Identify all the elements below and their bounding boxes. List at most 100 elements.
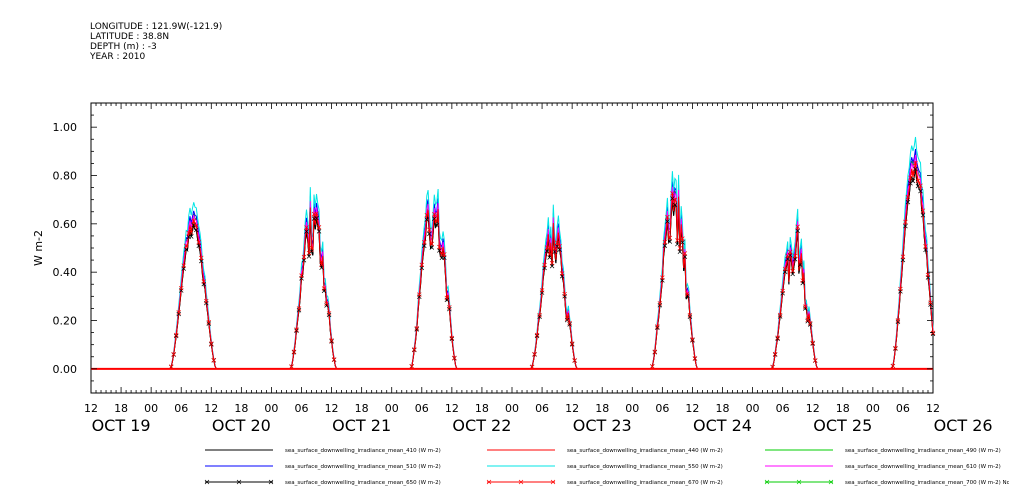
series-marker-7	[547, 251, 552, 257]
series-marker-7	[437, 244, 442, 250]
series-marker-6	[895, 319, 901, 324]
series-marker-6	[665, 219, 670, 224]
legend-label-5: sea_surface_downwelling_irradiance_mean_…	[845, 464, 1001, 470]
series-marker-7	[810, 340, 815, 346]
series-marker-7	[685, 291, 690, 296]
series-marker-7	[895, 318, 901, 323]
series-marker-7	[925, 272, 931, 278]
day-label: OCT 22	[452, 416, 511, 435]
legend-marker-7	[550, 479, 556, 485]
series-marker-6	[183, 247, 189, 252]
series-marker-6	[670, 196, 675, 201]
series-marker-7	[572, 358, 577, 363]
series-marker-6	[427, 231, 432, 237]
series-marker-6	[547, 255, 552, 260]
x-tick-label: 12	[204, 402, 218, 415]
x-tick-label: 06	[174, 402, 188, 415]
series-marker-6	[449, 336, 455, 342]
series-marker-6	[442, 255, 447, 260]
series-marker-6	[534, 333, 540, 339]
x-tick-label: 18	[836, 402, 850, 415]
series-marker-6	[923, 247, 928, 253]
series-marker-7	[201, 279, 207, 284]
series-marker-7	[296, 306, 302, 311]
series-marker-6	[412, 347, 417, 353]
series-marker-7	[309, 245, 314, 251]
series-marker-7	[434, 218, 440, 224]
x-tick-label: 06	[655, 402, 669, 415]
series-marker-6	[326, 312, 332, 318]
series-marker-7	[299, 273, 304, 278]
series-marker-7	[316, 224, 322, 230]
x-tick-label: 00	[866, 402, 880, 415]
series-marker-7	[567, 320, 572, 326]
legend-label-6: sea_surface_downwelling_irradiance_mean_…	[285, 480, 441, 486]
series-marker-6	[294, 328, 299, 334]
series-marker-7	[562, 291, 567, 297]
series-marker-7	[449, 335, 455, 341]
series-marker-6	[667, 239, 673, 244]
series-marker-7	[444, 295, 450, 301]
series-marker-6	[194, 227, 199, 233]
series-marker-7	[923, 244, 928, 249]
series-marker-6	[569, 342, 575, 347]
series-marker-7	[324, 301, 329, 306]
series-marker-7	[797, 259, 803, 264]
series-marker-7	[414, 325, 420, 331]
series-marker-6	[910, 178, 916, 184]
series-marker-7	[905, 194, 911, 200]
legend-marker-6	[268, 479, 274, 485]
x-tick-label: 00	[625, 402, 639, 415]
series-marker-6	[316, 229, 322, 234]
x-tick-label: 12	[685, 402, 699, 415]
series-marker-6	[429, 245, 435, 250]
series-marker-6	[296, 307, 302, 313]
series-marker-7	[559, 271, 565, 276]
series-marker-7	[194, 223, 199, 229]
series-marker-6	[913, 166, 918, 172]
x-tick-label: 12	[325, 402, 339, 415]
series-marker-6	[434, 223, 440, 228]
series-marker-7	[662, 239, 668, 245]
day-label: OCT 19	[92, 416, 151, 435]
series-marker-7	[672, 197, 678, 203]
series-marker-7	[329, 338, 334, 343]
series-marker-7	[690, 337, 695, 342]
series-marker-7	[898, 286, 903, 292]
x-tick-label: 12	[926, 402, 940, 415]
day-label: OCT 20	[212, 416, 271, 435]
series-marker-6	[810, 341, 815, 346]
series-marker-6	[329, 339, 334, 344]
series-marker-7	[301, 254, 307, 260]
series-marker-7	[557, 243, 562, 249]
y-tick-label: 0.80	[53, 170, 78, 183]
series-marker-7	[787, 249, 793, 255]
series-marker-7	[314, 211, 319, 216]
series-marker-6	[903, 223, 908, 229]
series-marker-7	[549, 260, 555, 266]
series-marker-7	[412, 347, 417, 352]
series-marker-6	[291, 349, 297, 355]
series-marker-7	[920, 208, 926, 213]
x-tick-label: 06	[535, 402, 549, 415]
series-marker-6	[893, 346, 898, 351]
y-tick-label: 0.00	[53, 363, 78, 376]
legend-marker-7	[518, 479, 524, 485]
series-marker-7	[306, 250, 312, 256]
series-marker-7	[321, 286, 327, 291]
metadata-block: LONGITUDE : 121.9W(-121.9) LATITUDE : 38…	[90, 22, 222, 62]
series-marker-7	[780, 288, 785, 294]
day-label: OCT 26	[934, 416, 993, 435]
series-line-4	[91, 136, 934, 370]
x-tick-label: 00	[746, 402, 760, 415]
series-marker-7	[432, 211, 437, 217]
x-tick-label: 12	[565, 402, 579, 415]
series-line-5	[91, 154, 934, 370]
series-marker-6	[807, 322, 813, 327]
x-tick-label: 12	[84, 402, 98, 415]
series-marker-6	[414, 327, 420, 332]
series-marker-7	[792, 253, 798, 259]
series-marker-7	[429, 241, 435, 247]
series-marker-7	[554, 240, 560, 245]
series-marker-7	[422, 239, 427, 245]
